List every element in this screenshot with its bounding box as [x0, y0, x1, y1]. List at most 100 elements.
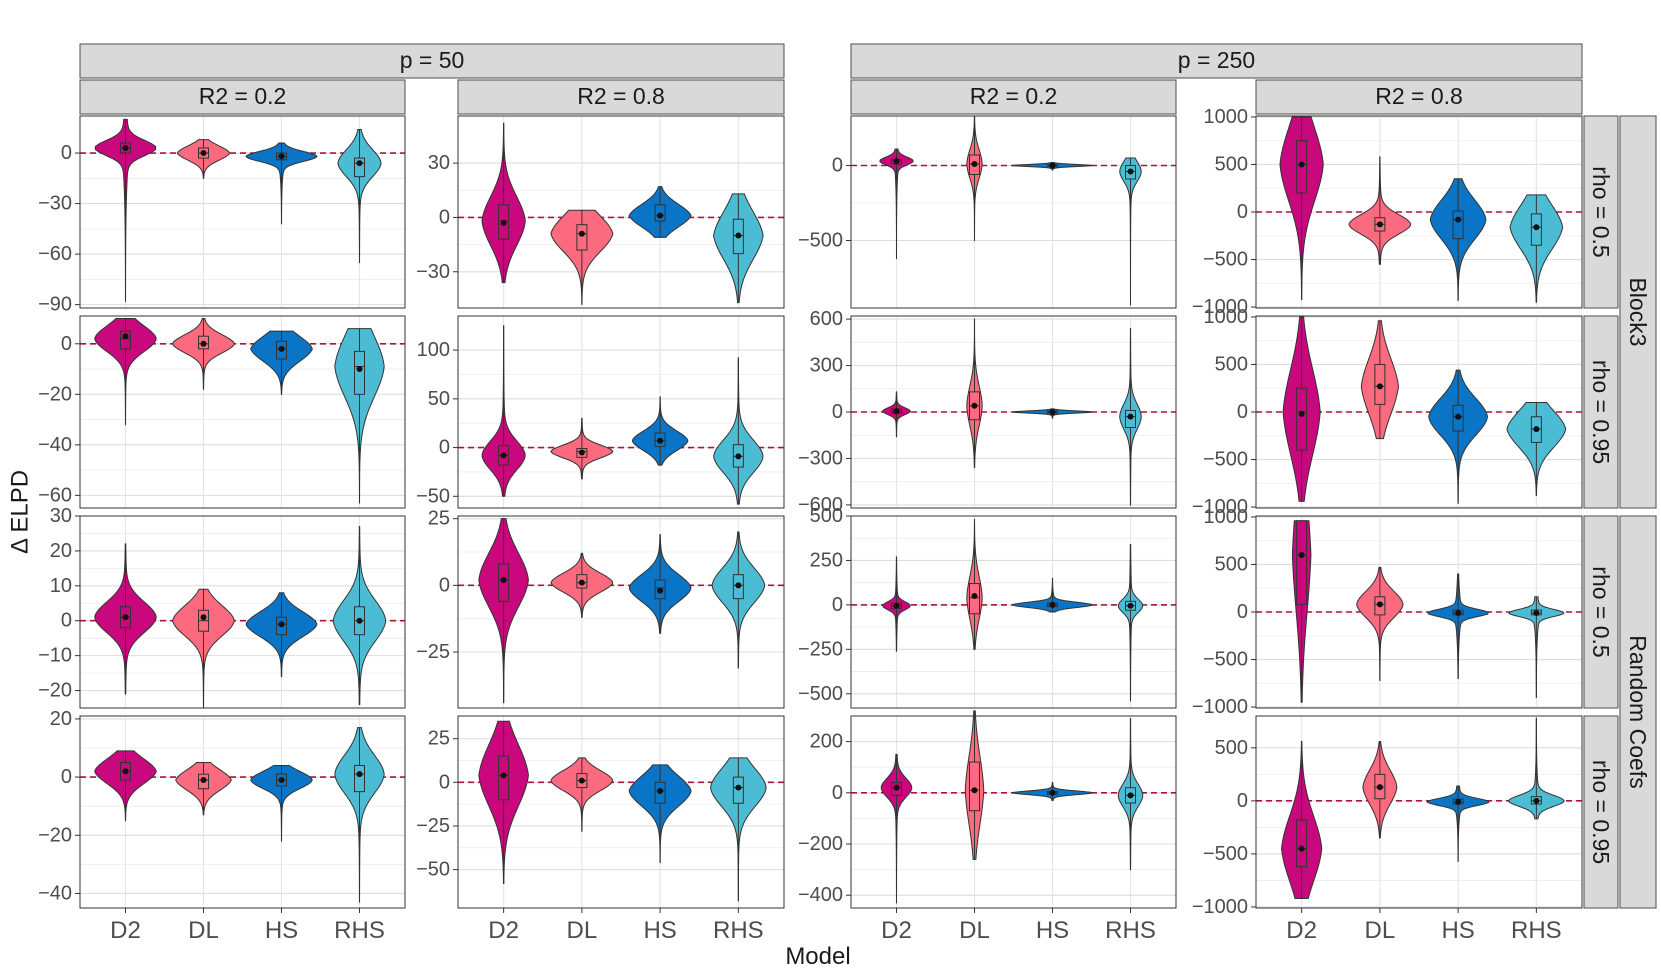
column-strip [1255, 79, 1583, 115]
y-tick-label: 1000 [1204, 506, 1249, 528]
mean-point [735, 582, 742, 589]
y-tick-label: 20 [50, 540, 72, 562]
mean-point [1533, 426, 1540, 433]
x-tick-label: HS [265, 917, 298, 944]
y-tick-label: 1000 [1204, 306, 1249, 328]
y-tick-label: 0 [439, 771, 450, 793]
mean-point [1533, 224, 1540, 231]
mean-point [278, 621, 285, 628]
y-tick-label: 0 [1237, 201, 1248, 223]
column-strip [850, 79, 1177, 115]
mean-point [200, 777, 207, 783]
panel [1255, 715, 1583, 909]
mean-point [1127, 168, 1134, 175]
mean-point [200, 340, 207, 347]
panel [79, 115, 406, 309]
mean-point [578, 230, 585, 237]
mean-point [1455, 216, 1462, 223]
mean-point [356, 366, 363, 373]
y-tick-label: −300 [798, 447, 843, 469]
mean-point [971, 161, 978, 167]
panel-background [851, 716, 1176, 908]
x-tick-label: RHS [713, 917, 764, 944]
y-tick-label: 500 [1215, 553, 1248, 575]
row-group-label: Block3 [1625, 277, 1651, 346]
mean-point [1455, 413, 1462, 420]
mean-point [1298, 551, 1305, 558]
panel-border [457, 715, 785, 909]
mean-point [500, 772, 507, 779]
box [354, 350, 365, 395]
mean-point [735, 453, 742, 460]
y-tick-label: −30 [416, 261, 450, 283]
y-tick-label: 500 [810, 505, 843, 527]
box [969, 761, 980, 812]
mean-point [657, 212, 664, 219]
x-tick-label: RHS [1105, 917, 1156, 944]
y-tick-label: 0 [832, 155, 843, 177]
x-tick-label: D2 [110, 917, 141, 944]
y-axis-title: Δ ELPD [7, 470, 34, 554]
mean-point [500, 219, 507, 226]
panel [1255, 515, 1583, 709]
box [1296, 520, 1308, 605]
mean-point [1049, 409, 1056, 415]
box [1452, 210, 1464, 240]
mean-point [893, 602, 900, 609]
panel-border [79, 715, 406, 909]
box [120, 330, 131, 350]
y-tick-label: 30 [50, 505, 72, 527]
mean-point [735, 784, 742, 791]
x-tick-label: DL [959, 917, 990, 944]
x-tick-label: D2 [488, 917, 519, 944]
row-group-label: Random Coefs [1625, 635, 1651, 788]
y-tick-label: 600 [810, 308, 843, 330]
mean-point [971, 593, 978, 599]
panel-border [457, 515, 785, 709]
row-strip [1583, 315, 1619, 509]
mean-point [1298, 161, 1305, 168]
panel-border [457, 115, 785, 309]
y-tick-label: −500 [1203, 449, 1248, 471]
panel [79, 315, 406, 509]
y-tick-label: −600 [798, 494, 843, 516]
y-tick-label: −1000 [1192, 296, 1248, 318]
y-tick-label: 50 [428, 388, 450, 410]
mean-point [1376, 601, 1383, 608]
panel-border [79, 115, 406, 309]
y-tick-label: 100 [417, 339, 450, 361]
y-tick-label: −20 [38, 680, 72, 702]
y-tick-label: −25 [416, 815, 450, 837]
mean-point [1049, 601, 1056, 608]
mean-point [122, 333, 129, 340]
mean-point [578, 579, 585, 586]
mean-point [1049, 789, 1056, 796]
row-label: rho = 0.5 [1588, 166, 1614, 257]
mean-point [657, 437, 664, 444]
y-tick-label: 0 [439, 574, 450, 596]
x-tick-label: HS [1036, 917, 1069, 944]
x-tick-label: DL [567, 917, 598, 944]
panel [1255, 315, 1583, 509]
row-label: rho = 0.5 [1588, 566, 1614, 657]
mean-point [1533, 609, 1540, 616]
y-tick-label: 0 [61, 142, 72, 164]
panel-border [850, 515, 1177, 709]
y-tick-label: −250 [798, 638, 843, 660]
x-tick-label: RHS [334, 917, 385, 944]
column-strip [79, 79, 406, 115]
y-tick-label: 10 [50, 575, 72, 597]
y-tick-label: 500 [1215, 153, 1248, 175]
y-tick-label: 500 [1215, 353, 1248, 375]
y-tick-label: −200 [798, 833, 843, 855]
panel-border [850, 715, 1177, 909]
panel [850, 115, 1177, 309]
y-tick-label: −1000 [1192, 696, 1248, 718]
y-tick-label: −50 [416, 859, 450, 881]
y-tick-label: −10 [38, 645, 72, 667]
panel-border [79, 315, 406, 509]
y-tick-label: −500 [798, 230, 843, 252]
mean-point [1127, 792, 1134, 799]
mean-point [356, 160, 363, 167]
